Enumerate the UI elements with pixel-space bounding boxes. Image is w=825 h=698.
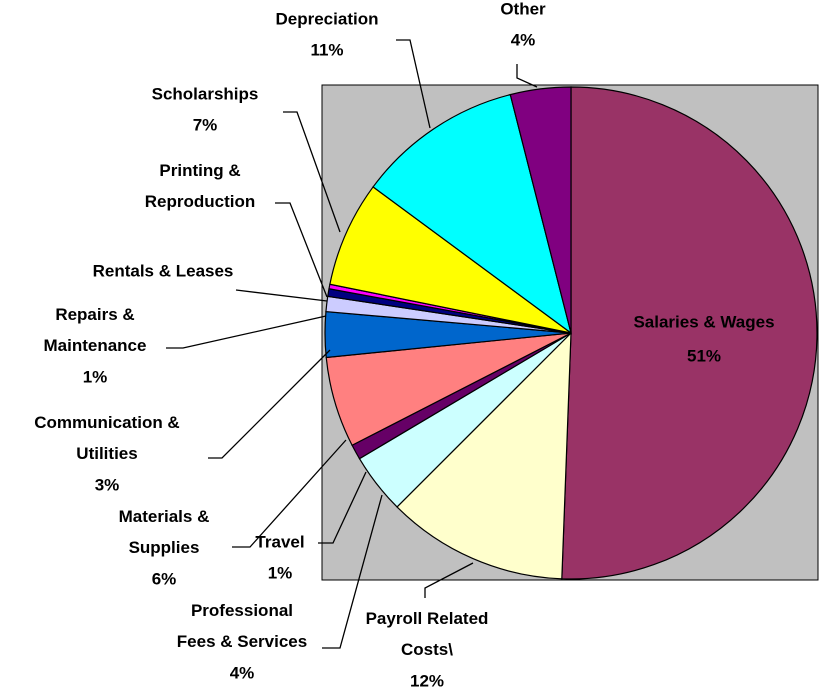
leader-line <box>283 111 341 233</box>
pie-slice <box>329 186 572 334</box>
slice-label: Travel <box>255 532 304 551</box>
label-line: Communication & <box>34 413 179 432</box>
slice-value-label: 11% <box>310 40 343 59</box>
pie-slice <box>509 86 572 334</box>
leader-line <box>424 562 474 598</box>
slice-value-label: 1% <box>268 563 293 582</box>
slice-label: Rentals & Leases <box>93 261 234 280</box>
label-line: Utilities <box>76 444 137 463</box>
slice-value-label: 12% <box>410 671 444 690</box>
label-line: Fees & Services <box>177 632 307 651</box>
leader-line <box>208 349 331 459</box>
leader-line <box>275 202 328 298</box>
slice-value-label: 6% <box>152 569 177 588</box>
leader-line <box>166 315 327 349</box>
slice-label: Professional Fees & Services <box>177 601 307 651</box>
slices <box>324 86 818 580</box>
slice-label: Materials & Supplies <box>119 507 210 557</box>
leader-line <box>396 39 431 129</box>
label-line: Supplies <box>129 538 200 557</box>
slice-value-label: 4% <box>511 30 536 49</box>
slice-label: Salaries & Wages <box>633 312 774 331</box>
leader-line <box>232 439 347 548</box>
slice-label: Payroll Related Costs\ <box>366 609 489 659</box>
leader-line <box>516 64 538 88</box>
slice-label: Communication & Utilities <box>34 413 179 463</box>
label-line: Costs\ <box>401 640 453 659</box>
leader-line <box>322 494 383 649</box>
pie-slice <box>372 93 572 335</box>
label-line: Maintenance <box>44 336 147 355</box>
label-line: Professional <box>191 601 293 620</box>
slice-value-label: 4% <box>230 663 255 682</box>
label-line: Materials & <box>119 507 210 526</box>
label-line: Payroll Related <box>366 609 489 628</box>
label-line: Printing & <box>159 161 240 180</box>
label-line: Reproduction <box>145 192 256 211</box>
leader-lines <box>166 39 538 649</box>
pie-slice <box>561 86 818 580</box>
slice-label: Other <box>500 0 546 18</box>
slice-value-label: 1% <box>83 367 108 386</box>
slice-label: Printing & Reproduction <box>145 161 256 211</box>
slice-value-label: 3% <box>95 475 120 494</box>
slice-label: Repairs & Maintenance <box>44 305 147 355</box>
slice-value-label: 7% <box>193 115 218 134</box>
pie-slice <box>396 331 572 580</box>
labels: Salaries & Wages 51% Payroll Related Costs\… <box>34 0 774 690</box>
slice-label: Scholarships <box>152 84 259 103</box>
slice-label: Depreciation <box>276 9 379 28</box>
label-line: Repairs & <box>55 305 134 324</box>
slice-value-label: 51% <box>687 346 721 365</box>
leader-line <box>318 471 367 544</box>
leader-line <box>235 289 328 302</box>
